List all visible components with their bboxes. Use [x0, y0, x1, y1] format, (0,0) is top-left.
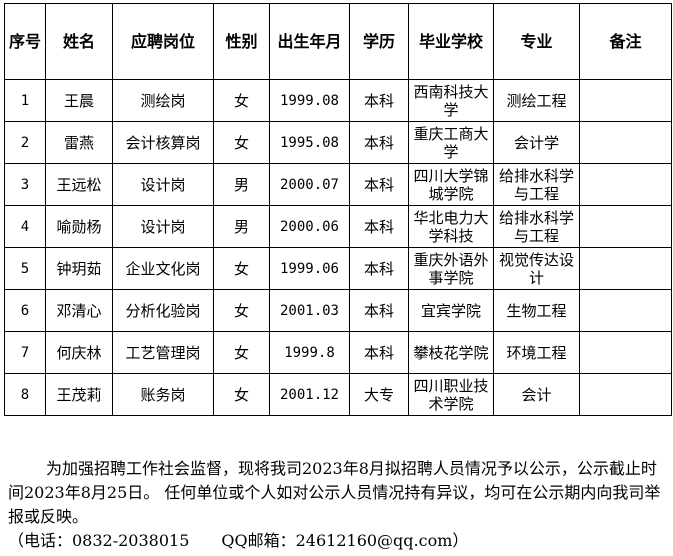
cell-col-major: 环境工程 — [493, 331, 580, 374]
cell-col-remarks — [579, 121, 672, 164]
header-col-major: 专业 — [493, 3, 580, 80]
table-row: 3 王远松 设计岗男 2000.07 本科 四川大学锦城学院 给排水科学与工程 — [4, 163, 672, 206]
cell-col-birth: 1999.08 — [269, 79, 350, 122]
cell-col-education: 本科 — [349, 247, 409, 290]
cell-col-gender: 女 — [213, 373, 270, 416]
cell-col-remarks — [579, 289, 672, 332]
cell-col-remarks — [579, 331, 672, 374]
cell-col-remarks — [579, 373, 672, 416]
cell-col-index: 3 — [4, 163, 46, 206]
cell-col-position: 分析化验岗 — [112, 289, 214, 332]
cell-col-name: 喻勋杨 — [45, 205, 113, 248]
header-col-birth: 出生年月 — [269, 3, 350, 80]
cell-col-gender: 男 — [213, 163, 270, 206]
cell-col-gender: 女 — [213, 247, 270, 290]
cell-col-school: 重庆工商大学 — [408, 121, 494, 164]
cell-col-birth: 1999.8 — [269, 331, 350, 374]
cell-col-name: 雷燕 — [45, 121, 113, 164]
cell-col-major: 测绘工程 — [493, 79, 580, 122]
table-row: 1 王晨 测绘岗女 1999.08 本科 西南科技大学 测绘工程 — [4, 79, 672, 122]
notice: 为加强招聘工作社会监督，现将我司2023年8月拟招聘人员情况予以公示，公示截止时… — [8, 457, 668, 553]
cell-col-name: 何庆林 — [45, 331, 113, 374]
cell-col-education: 本科 — [349, 163, 409, 206]
cell-col-name: 王晨 — [45, 79, 113, 122]
header-col-name: 姓名 — [45, 3, 113, 80]
cell-col-position: 账务岗 — [112, 373, 214, 416]
cell-col-position: 会计核算岗 — [112, 121, 214, 164]
table-row: 6 邓清心 分析化验岗女 2001.03 本科 宜宾学院 生物工程 — [4, 289, 672, 332]
cell-col-education: 本科 — [349, 289, 409, 332]
recruitment-table: 序号 姓名 应聘岗位 性别 出生年月 学历 毕业学校 专业 备注 1 王晨 测绘岗女 1999.08 本… — [4, 3, 672, 416]
cell-col-gender: 女 — [213, 289, 270, 332]
cell-col-remarks — [579, 163, 672, 206]
header-col-index: 序号 — [4, 3, 46, 80]
cell-col-index: 1 — [4, 79, 46, 122]
cell-col-remarks — [579, 247, 672, 290]
header-col-remarks: 备注 — [579, 3, 672, 80]
cell-col-index: 4 — [4, 205, 46, 248]
cell-col-school: 四川大学锦城学院 — [408, 163, 494, 206]
cell-col-position: 企业文化岗 — [112, 247, 214, 290]
header-col-school: 毕业学校 — [408, 3, 494, 80]
cell-col-major: 视觉传达设计 — [493, 247, 580, 290]
cell-col-gender: 女 — [213, 121, 270, 164]
cell-col-birth: 2001.03 — [269, 289, 350, 332]
table-row: 2 雷燕 会计核算岗女 1995.08 本科 重庆工商大学 会计学 — [4, 121, 672, 164]
cell-col-index: 8 — [4, 373, 46, 416]
cell-col-school: 华北电力大学科技 — [408, 205, 494, 248]
cell-col-name: 王茂莉 — [45, 373, 113, 416]
cell-col-index: 6 — [4, 289, 46, 332]
cell-col-position: 设计岗 — [112, 163, 214, 206]
header-col-education: 学历 — [349, 3, 409, 80]
cell-col-major: 给排水科学与工程 — [493, 205, 580, 248]
contact-info: （电话：0832-2038015 QQ邮箱：24612160@qq.com） — [8, 531, 469, 550]
cell-col-gender: 男 — [213, 205, 270, 248]
cell-col-education: 本科 — [349, 79, 409, 122]
notice-paragraph: 为加强招聘工作社会监督，现将我司2023年8月拟招聘人员情况予以公示，公示截止时… — [8, 459, 661, 526]
table-row: 5 钟玥茹 企业文化岗女 1999.06 本科 重庆外语外事学院 视觉传达设计 — [4, 247, 672, 290]
cell-col-remarks — [579, 205, 672, 248]
cell-col-name: 邓清心 — [45, 289, 113, 332]
cell-col-index: 2 — [4, 121, 46, 164]
cell-col-school: 宜宾学院 — [408, 289, 494, 332]
cell-col-school: 西南科技大学 — [408, 79, 494, 122]
cell-col-position: 设计岗 — [112, 205, 214, 248]
cell-col-position: 工艺管理岗 — [112, 331, 214, 374]
table-row: 8 王茂莉 账务岗女 2001.12 大专 四川职业技术学院 会计 — [4, 373, 672, 416]
cell-col-birth: 1995.08 — [269, 121, 350, 164]
cell-col-birth: 2000.06 — [269, 205, 350, 248]
cell-col-index: 5 — [4, 247, 46, 290]
cell-col-major: 会计 — [493, 373, 580, 416]
cell-col-birth: 2001.12 — [269, 373, 350, 416]
cell-col-major: 给排水科学与工程 — [493, 163, 580, 206]
cell-col-name: 钟玥茹 — [45, 247, 113, 290]
cell-col-gender: 女 — [213, 79, 270, 122]
cell-col-school: 四川职业技术学院 — [408, 373, 494, 416]
header-col-gender: 性别 — [213, 3, 270, 80]
cell-col-remarks — [579, 79, 672, 122]
cell-col-school: 重庆外语外事学院 — [408, 247, 494, 290]
cell-col-birth: 2000.07 — [269, 163, 350, 206]
cell-col-birth: 1999.06 — [269, 247, 350, 290]
cell-col-education: 本科 — [349, 331, 409, 374]
table-header-row: 序号 姓名 应聘岗位 性别 出生年月 学历 毕业学校 专业 备注 — [4, 3, 672, 80]
cell-col-position: 测绘岗 — [112, 79, 214, 122]
cell-col-index: 7 — [4, 331, 46, 374]
table-row: 4 喻勋杨 设计岗男 2000.06 本科 华北电力大学科技 给排水科学与工程 — [4, 205, 672, 248]
cell-col-major: 会计学 — [493, 121, 580, 164]
cell-col-gender: 女 — [213, 331, 270, 374]
header-col-position: 应聘岗位 — [112, 3, 214, 80]
cell-col-major: 生物工程 — [493, 289, 580, 332]
cell-col-education: 本科 — [349, 205, 409, 248]
cell-col-education: 本科 — [349, 121, 409, 164]
cell-col-name: 王远松 — [45, 163, 113, 206]
cell-col-school: 攀枝花学院 — [408, 331, 494, 374]
cell-col-education: 大专 — [349, 373, 409, 416]
table-row: 7 何庆林 工艺管理岗女 1999.8 本科 攀枝花学院 环境工程 — [4, 331, 672, 374]
